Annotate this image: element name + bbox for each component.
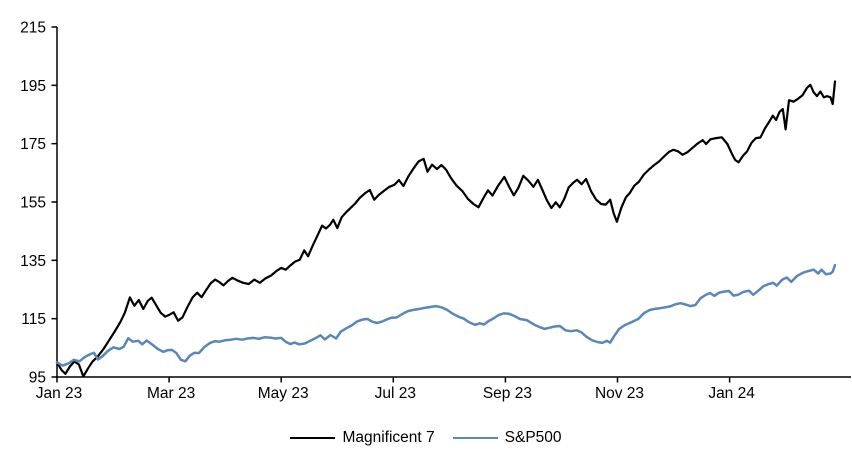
y-tick-label: 95: [29, 370, 46, 387]
x-tick-label: Jan 23: [36, 385, 83, 402]
sp500-line: [55, 263, 837, 367]
y-tick-label: 215: [20, 20, 46, 37]
magnificent-7-line-swatch: [290, 436, 336, 439]
magnificent-7-line: [55, 80, 837, 378]
y-tick-label: 195: [20, 78, 46, 95]
y-tick-label: 135: [20, 253, 46, 270]
y-tick-label: 155: [20, 195, 46, 212]
x-tick-label: Sep 23: [483, 385, 532, 402]
legend-label-magnificent-7: Magnificent 7: [342, 429, 435, 446]
sp500-line-swatch: [452, 436, 498, 439]
x-tick-label: Jan 24: [708, 385, 755, 402]
legend-item-sp500: S&P500: [452, 429, 562, 446]
y-tick-label: 175: [20, 136, 46, 153]
legend-item-magnificent-7: Magnificent 7: [290, 429, 435, 446]
x-tick-label: Jul 23: [375, 385, 416, 402]
x-tick-label: May 23: [258, 385, 309, 402]
x-tick-label: Nov 23: [595, 385, 644, 402]
chart-legend: Magnificent 7 S&P500: [0, 430, 852, 446]
legend-label-sp500: S&P500: [504, 429, 562, 446]
y-tick-label: 115: [21, 311, 46, 328]
x-tick-label: Mar 23: [147, 385, 195, 402]
